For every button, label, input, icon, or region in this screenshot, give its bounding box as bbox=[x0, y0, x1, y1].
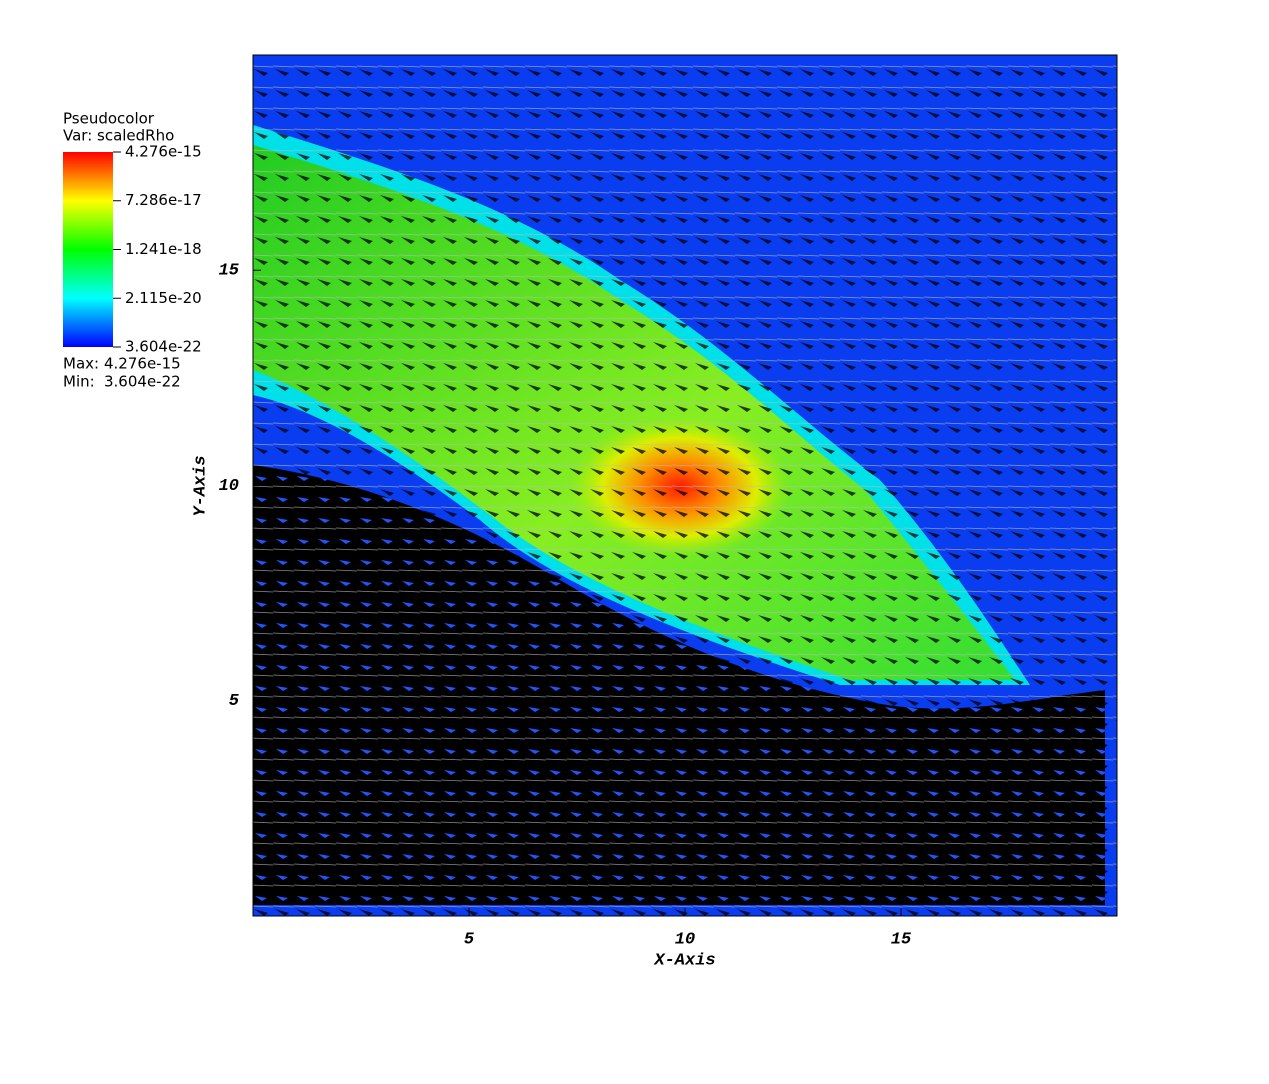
y-axis-label: Y-Axis bbox=[191, 455, 210, 516]
legend-min: 3.604e-22 bbox=[104, 373, 181, 391]
colorbar bbox=[63, 152, 113, 347]
legend-max-label: Max: bbox=[63, 355, 99, 373]
x-axis-label: X-Axis bbox=[653, 951, 715, 970]
colorbar-tick-label: 1.241e-18 bbox=[125, 240, 202, 258]
x-tick-label: 10 bbox=[675, 930, 695, 949]
legend-max: 4.276e-15 bbox=[104, 355, 181, 373]
legend-variable: Var: scaledRho bbox=[63, 127, 174, 145]
legend-min-label: Min: bbox=[63, 373, 95, 391]
field-image bbox=[253, 55, 1117, 916]
colorbar-tick-label: 7.286e-17 bbox=[125, 191, 202, 209]
legend-title: Pseudocolor bbox=[63, 110, 155, 128]
y-tick-label: 15 bbox=[219, 262, 239, 281]
y-tick-label: 5 bbox=[229, 692, 239, 711]
colorbar-tick-label: 2.115e-20 bbox=[125, 289, 202, 307]
colorbar-tick-label: 4.276e-15 bbox=[125, 143, 202, 161]
colorbar-tick-label: 3.604e-22 bbox=[125, 338, 202, 356]
y-tick-label: 10 bbox=[219, 477, 239, 496]
x-tick-label: 5 bbox=[464, 930, 474, 949]
x-tick-label: 15 bbox=[891, 930, 911, 949]
